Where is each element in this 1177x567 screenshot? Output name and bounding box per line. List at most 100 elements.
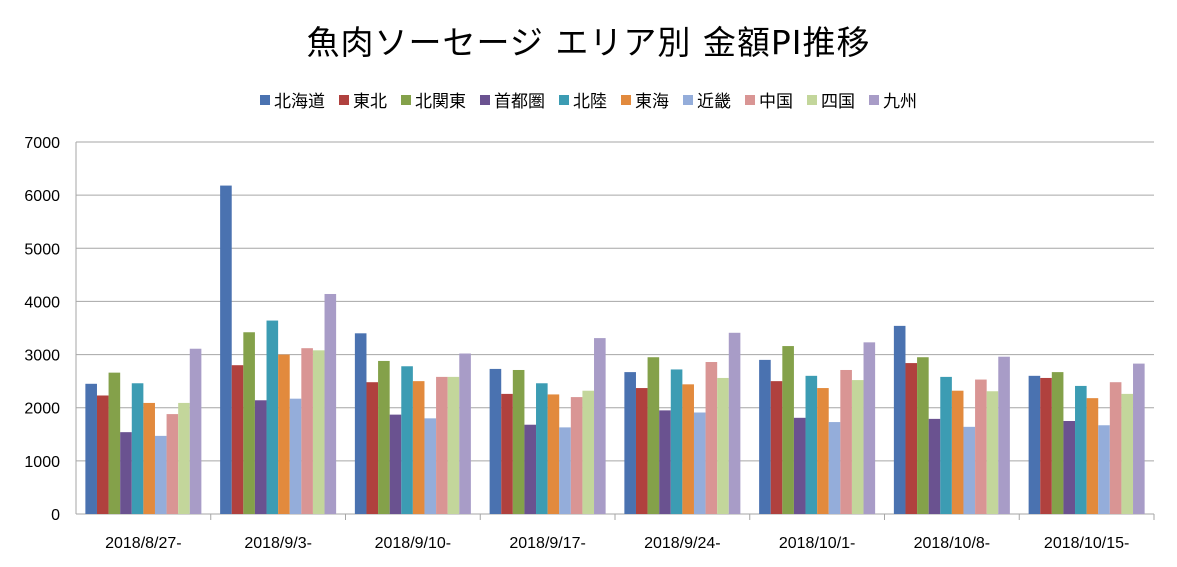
bar: [524, 424, 537, 514]
y-tick-label: 0: [51, 507, 60, 524]
bar: [378, 360, 390, 514]
bar: [1109, 382, 1122, 514]
bar: [635, 388, 648, 514]
legend-item: 北陸: [559, 87, 607, 112]
legend-item: 九州: [869, 87, 917, 112]
legend-item: 東海: [621, 87, 669, 112]
bar: [143, 402, 155, 514]
legend-label: 北海道: [274, 92, 325, 112]
bar: [512, 369, 525, 514]
bar: [501, 393, 513, 514]
bar: [108, 372, 121, 514]
bar: [96, 395, 109, 514]
bar: [243, 332, 255, 514]
bar: [324, 293, 337, 514]
bar: [951, 390, 964, 514]
bar: [547, 394, 560, 514]
legend-label: 北関東: [415, 92, 466, 112]
legend-label: 四国: [821, 92, 855, 112]
bar: [312, 350, 325, 514]
bar: [670, 369, 683, 514]
bar: [366, 382, 379, 514]
x-tick-label: 2018/9/3-: [244, 535, 312, 552]
bar: [682, 384, 694, 514]
y-tick-label: 1000: [24, 454, 60, 471]
bar: [278, 354, 290, 514]
bar: [1051, 372, 1064, 514]
bar: [570, 397, 583, 514]
bar: [1121, 393, 1134, 514]
x-tick-label: 2018/8/27-: [105, 535, 182, 552]
legend-item: 中国: [745, 87, 793, 112]
y-tick-label: 3000: [24, 348, 60, 365]
legend-item: 四国: [807, 87, 855, 112]
legend: 北海道 東北 北関東 首都圏 北陸 東海 近畿 中国 四国 九州: [0, 87, 1177, 112]
legend-item: 北関東: [401, 87, 466, 112]
x-tick-label: 2018/10/8-: [914, 535, 991, 552]
x-tick-label: 2018/10/15-: [1044, 535, 1129, 552]
bar: [659, 410, 671, 514]
bar: [998, 356, 1010, 514]
legend-swatch: [480, 94, 490, 105]
legend-item: 首都圏: [480, 87, 545, 112]
bar: [582, 390, 595, 514]
bar: [301, 348, 313, 514]
bar: [840, 369, 852, 514]
bar: [917, 357, 929, 514]
bar: [166, 414, 179, 514]
legend-label: 中国: [759, 92, 793, 112]
bar: [975, 379, 987, 514]
bar: [1040, 377, 1052, 514]
y-tick-label: 7000: [24, 135, 60, 152]
legend-label: 東海: [635, 92, 669, 112]
x-tick-label: 2018/9/24-: [644, 535, 721, 552]
bar: [728, 332, 741, 514]
bar: [354, 333, 367, 514]
bar: [412, 381, 425, 514]
bar: [220, 185, 232, 514]
bar: [770, 381, 783, 514]
bar: [401, 366, 413, 514]
bar: [154, 435, 167, 514]
x-tick-label: 2018/10/1-: [779, 535, 856, 552]
bar: [717, 377, 729, 514]
legend-item: 東北: [339, 87, 387, 112]
bar: [647, 357, 660, 514]
y-tick-label: 6000: [24, 188, 60, 205]
legend-label: 九州: [883, 92, 917, 112]
bar: [817, 388, 829, 514]
bar: [289, 398, 302, 514]
legend-swatch: [339, 94, 349, 105]
y-tick-label: 2000: [24, 401, 60, 418]
bar: [782, 346, 794, 514]
legend-label: 首都圏: [494, 92, 545, 112]
bar: [1075, 385, 1087, 514]
bar: [1133, 363, 1145, 514]
bar: [963, 426, 976, 514]
bar: [459, 353, 471, 514]
bar: [389, 414, 402, 514]
legend-swatch: [559, 94, 569, 105]
x-tick-label: 2018/9/10-: [375, 535, 452, 552]
legend-swatch: [260, 94, 270, 105]
bar: [805, 375, 818, 514]
legend-swatch: [869, 94, 879, 105]
legend-swatch: [745, 94, 755, 105]
bar: [705, 362, 718, 514]
bar: [905, 363, 918, 514]
legend-label: 東北: [353, 92, 387, 112]
bar: [178, 402, 190, 514]
bar: [266, 320, 279, 514]
legend-swatch: [401, 94, 411, 105]
legend-swatch: [683, 94, 693, 105]
bar: [447, 376, 460, 514]
bar: [1063, 421, 1076, 514]
legend-swatch: [807, 94, 817, 105]
y-tick-label: 4000: [24, 294, 60, 311]
bar: [1086, 398, 1099, 514]
bar: [189, 348, 202, 514]
bar: [594, 338, 606, 514]
bar: [893, 325, 906, 514]
legend-label: 北陸: [573, 92, 607, 112]
